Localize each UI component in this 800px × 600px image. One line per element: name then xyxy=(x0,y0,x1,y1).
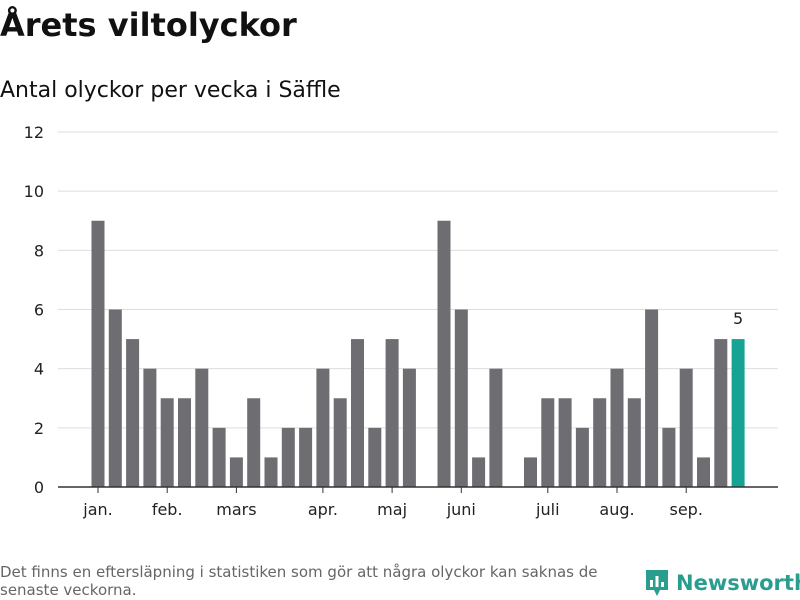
bar xyxy=(385,339,399,487)
bar xyxy=(316,368,330,487)
y-tick-label: 4 xyxy=(34,360,44,379)
newsworthy-logo-icon xyxy=(646,570,668,596)
bar xyxy=(264,457,278,487)
bar xyxy=(91,220,105,487)
bar-chart: 0 2 4 6 8 10 12 jan. feb. mars apr. maj juni juli aug… xyxy=(24,123,778,519)
bar xyxy=(610,368,624,487)
bar xyxy=(524,457,537,487)
y-tick-label: 6 xyxy=(34,301,44,320)
bar xyxy=(143,368,157,487)
bar xyxy=(212,427,226,487)
bar xyxy=(160,398,174,487)
bar xyxy=(402,368,416,487)
x-tick-label: sep. xyxy=(669,500,702,519)
x-axis-ticks: jan. feb. mars apr. maj juni juli aug. sep. xyxy=(82,487,703,519)
bar xyxy=(627,398,641,487)
y-tick-label: 0 xyxy=(34,478,44,497)
bar xyxy=(247,398,261,487)
brand-logo: Newsworthy xyxy=(644,568,800,598)
y-axis-ticks: 0 2 4 6 8 10 12 xyxy=(24,123,44,497)
x-tick-label: apr. xyxy=(308,500,338,519)
bar xyxy=(679,368,693,487)
bar xyxy=(558,398,572,487)
x-tick-label: feb. xyxy=(152,500,183,519)
bar xyxy=(333,398,347,487)
x-tick-label: mars xyxy=(216,500,256,519)
bar xyxy=(714,339,728,487)
bar xyxy=(368,427,382,487)
bar xyxy=(108,309,122,487)
x-tick-label: juli xyxy=(535,500,559,519)
gridlines xyxy=(58,131,778,429)
chart-subtitle: Antal olyckor per vecka i Säffle xyxy=(0,78,341,103)
bars xyxy=(91,220,745,487)
annotations: 5 xyxy=(733,309,743,328)
chart-title: Årets viltolyckor xyxy=(0,6,297,44)
bar xyxy=(489,368,503,487)
bar xyxy=(697,457,710,487)
y-tick-label: 10 xyxy=(24,182,44,201)
bar xyxy=(437,220,451,487)
bar xyxy=(178,398,191,487)
bar xyxy=(541,398,555,487)
x-tick-label: maj xyxy=(377,500,407,519)
bar xyxy=(575,427,589,487)
bar xyxy=(229,457,243,487)
bar xyxy=(351,339,364,487)
bar xyxy=(593,398,607,487)
bar xyxy=(662,427,676,487)
footnote: Det finns en eftersläpning i statistiken… xyxy=(0,563,598,599)
brand-name: Newsworthy xyxy=(676,571,800,595)
y-tick-label: 8 xyxy=(34,241,44,260)
bar xyxy=(195,368,209,487)
bar xyxy=(472,457,486,487)
x-tick-label: jan. xyxy=(82,500,112,519)
x-tick-label: juni xyxy=(446,500,476,519)
bar-highlight xyxy=(731,339,745,487)
bar xyxy=(281,427,295,487)
bar xyxy=(645,309,659,487)
bar xyxy=(126,339,140,487)
x-tick-label: aug. xyxy=(599,500,634,519)
y-tick-label: 12 xyxy=(24,123,44,142)
data-label: 5 xyxy=(733,309,743,328)
y-tick-label: 2 xyxy=(34,419,44,438)
bar xyxy=(299,427,313,487)
bar xyxy=(454,309,468,487)
